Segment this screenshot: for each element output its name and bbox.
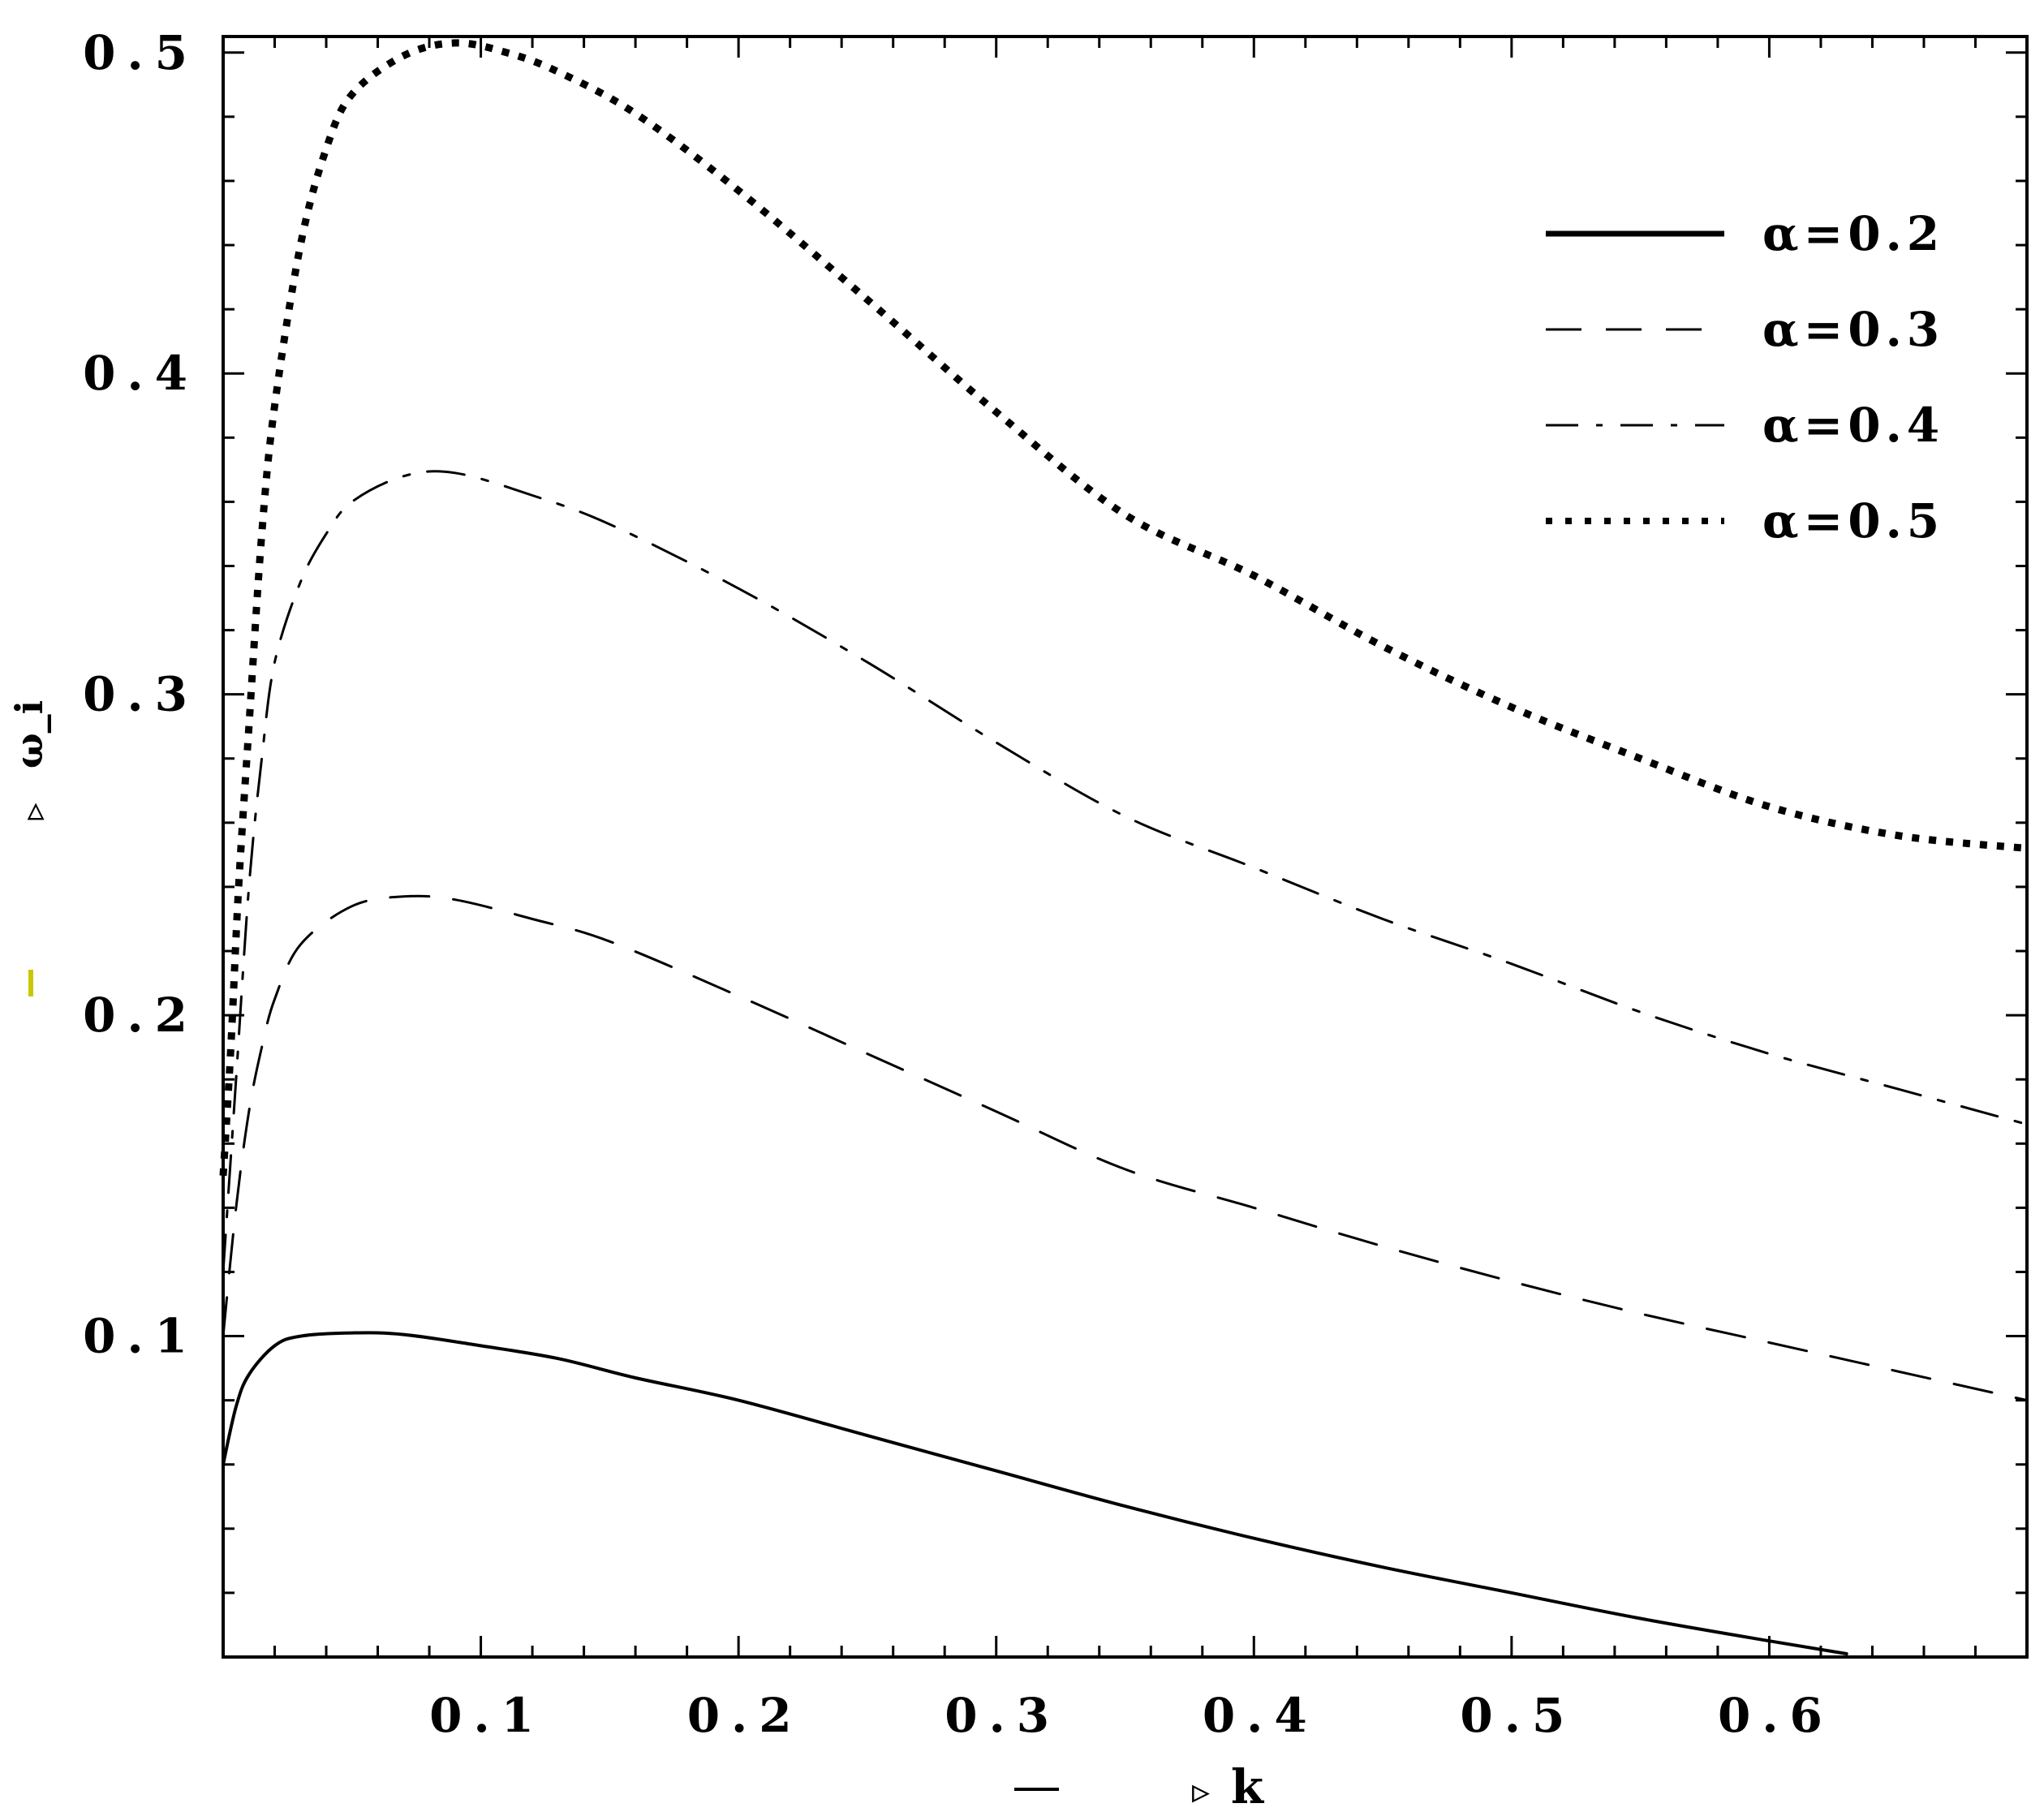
y-tick-label: 0.4 xyxy=(83,346,199,401)
legend-label: α=0.3 xyxy=(1762,302,1944,357)
legend-label: α=0.4 xyxy=(1762,398,1944,453)
x-tick-label: 0.1 xyxy=(429,1688,545,1743)
series-lines xyxy=(219,39,2029,1655)
x-tick-label: 0.3 xyxy=(945,1688,1061,1743)
y-axis-label: ω_i xyxy=(7,700,51,768)
plot-frame xyxy=(222,35,2029,1659)
series-line-dotted xyxy=(219,39,2028,1177)
y-tick-label: 0.1 xyxy=(83,1309,199,1364)
x-tick-label: 0.6 xyxy=(1718,1688,1834,1743)
tick-labels: 0.1 0.2 0.3 0.4 0.5 0.6 0.1 0.2 0.3 0.4 0.5 xyxy=(83,25,1834,1743)
legend-label: α=0.5 xyxy=(1762,493,1944,549)
x-tick-label: 0.2 xyxy=(687,1688,803,1743)
y-tick-label: 0.5 xyxy=(83,25,199,80)
axis-ticks xyxy=(222,37,2029,1659)
series-line-dashed xyxy=(222,894,2029,1402)
x-tick-label: 0.4 xyxy=(1203,1688,1319,1743)
legend-label: α=0.2 xyxy=(1762,206,1944,261)
x-tick-label: 0.5 xyxy=(1460,1688,1576,1743)
y-tick-label: 0.2 xyxy=(83,988,199,1043)
x-axis-label: k xyxy=(1231,1759,1265,1812)
y-axis-marker: ▹ xyxy=(13,803,53,820)
series-line-solid xyxy=(222,1331,1848,1655)
legend: α=0.2 α=0.3 α=0.4 α=0.5 xyxy=(1546,206,1944,549)
y-tick-label: 0.3 xyxy=(83,667,199,722)
x-axis-marker: ▹ xyxy=(1192,1771,1210,1812)
series-line-dashdot xyxy=(222,470,2029,1273)
